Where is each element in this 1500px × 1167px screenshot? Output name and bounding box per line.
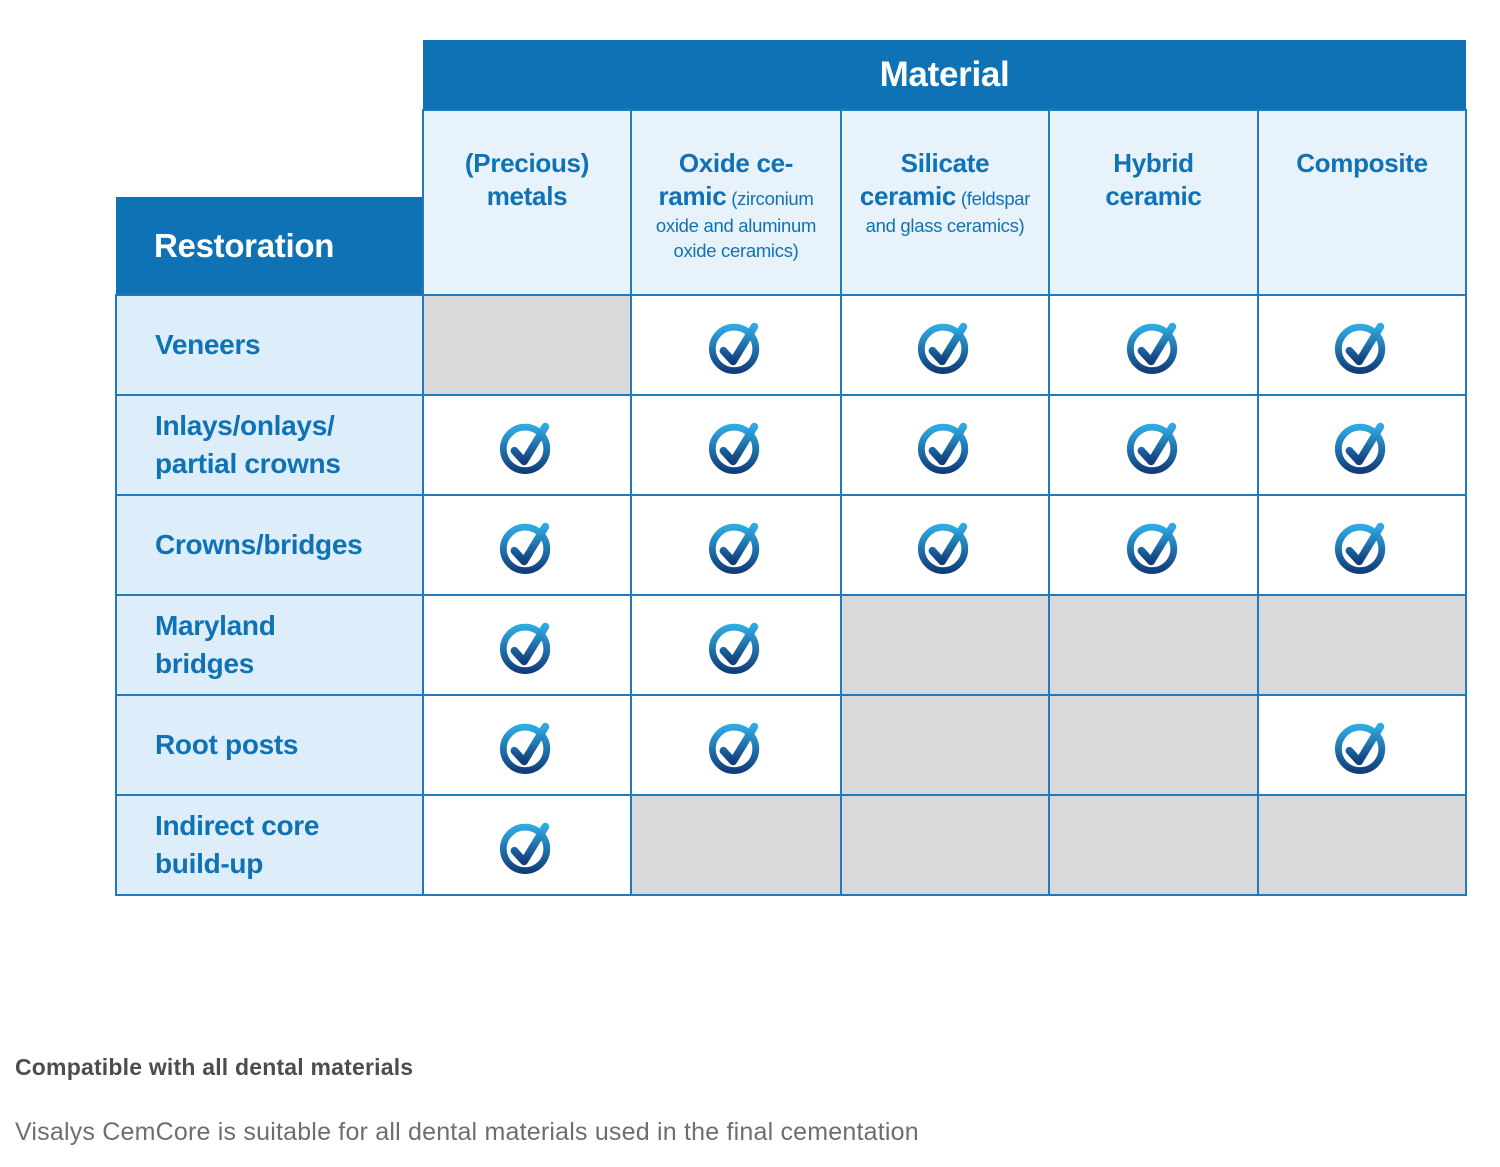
not-compatible-cell — [840, 594, 1050, 696]
column-header-precious-metals: (Precious) metals — [422, 109, 632, 296]
column-title: Composite — [1296, 148, 1428, 178]
compatible-cell — [630, 394, 842, 496]
table-row: Root posts — [115, 694, 1468, 796]
not-compatible-cell — [1048, 794, 1259, 896]
column-title: Silicate ceramic — [859, 148, 990, 212]
check-icon — [1334, 514, 1390, 576]
restoration-header: Restoration — [116, 197, 423, 295]
table-row: Maryland bridges — [115, 594, 1468, 696]
corner-spacer — [116, 40, 423, 110]
compatible-cell — [1048, 494, 1259, 596]
compatible-cell — [840, 394, 1050, 496]
column-header-hybrid-ceramic: Hybrid ceramic — [1048, 109, 1259, 296]
compatible-cell — [1256, 394, 1468, 496]
compatible-cell — [1256, 294, 1468, 396]
not-compatible-cell — [840, 794, 1050, 896]
table-row: Veneers — [115, 294, 1468, 396]
compatible-cell — [422, 494, 632, 596]
row-label: Inlays/onlays/ partial crowns — [115, 394, 424, 496]
check-icon — [499, 714, 555, 776]
check-icon — [708, 714, 764, 776]
material-compatibility-table: Material (Precious) metals Oxide ce-rami… — [115, 40, 1468, 896]
corner-spacer — [116, 110, 423, 197]
table-row: Crowns/bridges — [115, 494, 1468, 596]
check-icon — [917, 514, 973, 576]
not-compatible-cell — [1048, 694, 1259, 796]
table-row: Indirect core build-up — [115, 794, 1468, 896]
row-label: Root posts — [115, 694, 424, 796]
compatible-cell — [422, 394, 632, 496]
compatible-cell — [630, 594, 842, 696]
row-label: Indirect core build-up — [115, 794, 424, 896]
column-header-silicate-ceramic: Silicate ceramic (feldspar and glass cera… — [840, 109, 1050, 296]
check-icon — [1334, 414, 1390, 476]
not-compatible-cell — [1256, 594, 1468, 696]
compatible-cell — [630, 494, 842, 596]
column-subtitle: (feldspar and glass ceramics) — [865, 188, 1031, 236]
check-icon — [708, 414, 764, 476]
check-icon — [1334, 714, 1390, 776]
footer-heading: Compatible with all dental materials — [15, 1054, 414, 1080]
compatible-cell — [1256, 494, 1468, 596]
check-icon — [1126, 414, 1182, 476]
check-icon — [708, 614, 764, 676]
check-icon — [1126, 514, 1182, 576]
column-title: Oxide ce-ramic — [658, 148, 794, 212]
compatible-cell — [1256, 694, 1468, 796]
compatible-cell — [422, 794, 632, 896]
check-icon — [917, 314, 973, 376]
column-title: Hybrid ceramic — [1105, 148, 1202, 212]
row-label: Veneers — [115, 294, 424, 396]
not-compatible-cell — [630, 794, 842, 896]
column-subtitle: (zirconium oxide and aluminum oxide cera… — [655, 188, 817, 261]
column-header-composite: Composite — [1256, 109, 1468, 296]
matrix-body: Veneers Inlays/onlays/ partial crowns Crow… — [115, 294, 1468, 896]
compatible-cell — [630, 694, 842, 796]
compatibility-table-wrap: Material (Precious) metals Oxide ce-rami… — [115, 40, 1468, 896]
check-icon — [708, 314, 764, 376]
compatible-cell — [1048, 394, 1259, 496]
not-compatible-cell — [1048, 594, 1259, 696]
compatible-cell — [840, 294, 1050, 396]
check-icon — [499, 514, 555, 576]
compatible-cell — [1048, 294, 1259, 396]
footer-note: Visalys CemCore is suitable for all dent… — [15, 1118, 919, 1146]
column-title: (Precious) metals — [464, 148, 590, 212]
not-compatible-cell — [1256, 794, 1468, 896]
compatible-cell — [422, 694, 632, 796]
compatible-cell — [840, 494, 1050, 596]
check-icon — [499, 414, 555, 476]
check-icon — [499, 614, 555, 676]
material-group-header: Material — [423, 40, 1467, 110]
table-row: Inlays/onlays/ partial crowns — [115, 394, 1468, 496]
compatible-cell — [422, 594, 632, 696]
not-compatible-cell — [840, 694, 1050, 796]
row-label: Maryland bridges — [115, 594, 424, 696]
check-icon — [1126, 314, 1182, 376]
check-icon — [708, 514, 764, 576]
check-icon — [499, 814, 555, 876]
row-label: Crowns/bridges — [115, 494, 424, 596]
compatible-cell — [630, 294, 842, 396]
check-icon — [917, 414, 973, 476]
not-compatible-cell — [422, 294, 632, 396]
check-icon — [1334, 314, 1390, 376]
column-header-oxide-ceramic: Oxide ce-ramic (zirconium oxide and alumi… — [630, 109, 842, 296]
